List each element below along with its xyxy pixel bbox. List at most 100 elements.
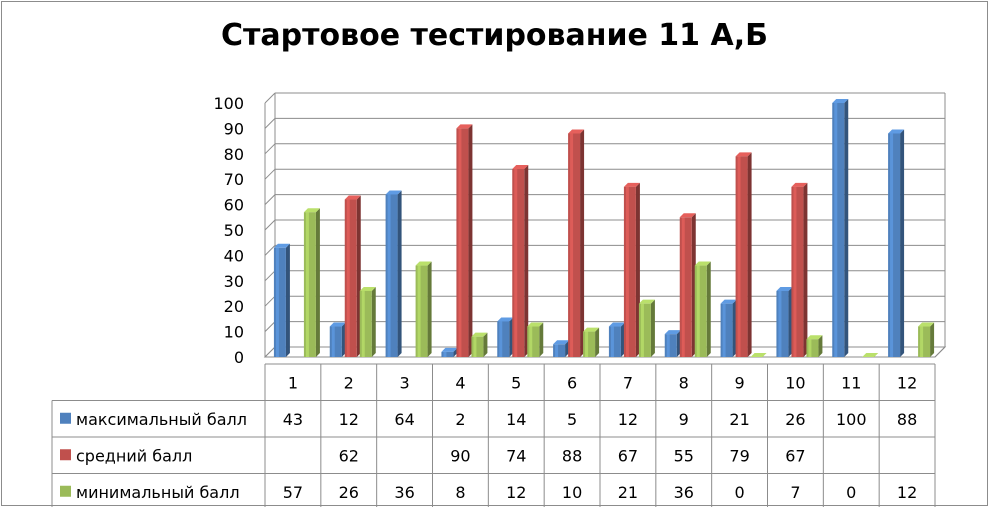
bar-front (359, 290, 372, 357)
y-tick-label: 90 (224, 119, 244, 138)
y-tick-label: 60 (224, 196, 244, 215)
bar-2-10 (791, 182, 808, 357)
bar-1-7 (608, 322, 625, 357)
gridline-depth (264, 143, 276, 155)
bar-top (471, 332, 488, 337)
bar-front (456, 128, 469, 357)
bar-highlight (443, 351, 447, 357)
legend-key (60, 485, 71, 497)
bar-front (720, 303, 733, 357)
bar-front (832, 103, 845, 357)
bar-side (371, 286, 376, 357)
y-tick-label: 20 (224, 297, 244, 316)
data-label: 100 (836, 410, 867, 429)
bar-highlight (331, 326, 335, 357)
data-label: 0 (846, 483, 856, 502)
bar-highlight (808, 339, 812, 357)
bar-side (285, 243, 290, 357)
bar-front (568, 133, 581, 357)
bar-front (806, 339, 819, 357)
y-tick-label: 30 (224, 272, 244, 291)
bar-2-2 (344, 195, 361, 357)
bar-side (468, 124, 473, 358)
gridline-depth (264, 168, 276, 180)
bar-3-3 (415, 261, 432, 357)
bar-front (415, 265, 428, 357)
bar-top (583, 327, 600, 332)
bar-1-9 (720, 299, 737, 357)
data-label: 62 (339, 446, 359, 465)
bar-side (900, 129, 905, 357)
y-tick-label: 0 (234, 348, 244, 367)
bar-top (623, 182, 640, 187)
bar-top (694, 261, 711, 266)
data-label: 14 (506, 410, 526, 429)
bar-top (918, 322, 935, 327)
bar-side (427, 261, 432, 357)
bar-1-11 (832, 99, 849, 357)
data-label: 0 (734, 483, 744, 502)
data-label: 57 (283, 483, 303, 502)
bar-3-7 (638, 299, 655, 357)
bar-highlight (305, 212, 309, 357)
bar-highlight (570, 133, 574, 357)
bar-highlight (361, 290, 365, 357)
gridline-depth (264, 92, 276, 104)
bar-highlight (722, 303, 726, 357)
bar-3-2 (359, 286, 376, 357)
data-label: 88 (562, 446, 582, 465)
bar-front (791, 186, 804, 357)
bars-layer (273, 99, 935, 358)
gridline-depth (264, 118, 276, 129)
bar-highlight (555, 344, 559, 357)
bar-side (930, 322, 935, 357)
x-tick-label: 4 (455, 373, 465, 392)
gridline-depth (264, 194, 276, 205)
bar-2-8 (679, 213, 696, 357)
data-label: 26 (339, 483, 359, 502)
bar-highlight (585, 331, 589, 357)
bar-front (694, 265, 707, 357)
bar-3-9 (750, 353, 767, 357)
data-label: 79 (729, 446, 749, 465)
bar-top (832, 99, 849, 103)
bar-top (568, 129, 585, 134)
bar-highlight (275, 247, 279, 357)
bar-highlight (387, 194, 391, 357)
bar-front (385, 194, 398, 357)
data-label: 88 (897, 410, 917, 429)
bar-top (415, 261, 432, 266)
bar-highlight (417, 265, 421, 357)
bar-top (806, 335, 823, 340)
y-tick-label: 100 (213, 94, 244, 113)
bar-highlight (610, 326, 614, 357)
bar-side (818, 335, 823, 357)
bar-highlight (529, 326, 533, 357)
x-tick-label: 10 (785, 373, 805, 392)
legend-label: максимальный балл (76, 410, 247, 429)
bar-highlight (514, 169, 518, 357)
gridline-depth (264, 321, 276, 332)
bar-1-1 (273, 243, 290, 357)
bar-top (750, 353, 767, 357)
data-label: 74 (506, 446, 526, 465)
x-tick-label: 9 (734, 373, 744, 392)
bar-3-10 (806, 335, 823, 357)
bar-side (524, 165, 529, 357)
bar-highlight (666, 334, 670, 357)
bar-side (706, 261, 711, 357)
bar-front (608, 326, 621, 357)
bar-front (664, 334, 677, 357)
bar-3-4 (471, 332, 488, 357)
bar-highlight (640, 303, 644, 357)
bar-3-8 (694, 261, 711, 357)
legend-key (60, 449, 71, 461)
bar-front (329, 326, 342, 357)
data-label: 12 (506, 483, 526, 502)
bar-1-2 (329, 322, 346, 357)
bar-front (679, 217, 692, 357)
bar-top (385, 190, 402, 195)
bar-top (512, 165, 529, 170)
